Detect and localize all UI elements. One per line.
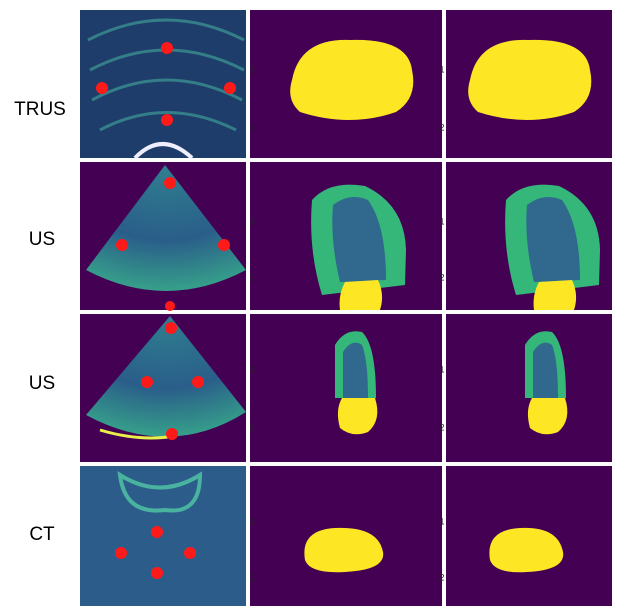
tick-label: 2 xyxy=(249,272,254,282)
row-trus xyxy=(80,10,612,158)
tick-label: 1 xyxy=(439,364,444,374)
row-label: US xyxy=(29,229,55,250)
tick-label: 1 xyxy=(249,64,254,74)
tick-label: 1 xyxy=(439,216,444,226)
row-us-2 xyxy=(80,314,612,462)
tick-label: 2 xyxy=(439,572,444,582)
tick-label: 2 xyxy=(249,122,254,132)
row-label: TRUS xyxy=(14,99,66,120)
tick-label: 1 xyxy=(249,364,254,374)
tick-label: 1 xyxy=(439,516,444,526)
mask xyxy=(290,40,413,120)
figure: TRUS US US CT 1 1 2 2 1 1 2 2 1 1 2 2 1 1 2 2 xyxy=(0,0,620,606)
tick-label: 1 xyxy=(249,216,254,226)
tick-label: 2 xyxy=(249,422,254,432)
mask xyxy=(340,280,383,310)
mask xyxy=(468,40,591,120)
row-us-1 xyxy=(80,162,612,311)
mask xyxy=(534,280,577,310)
tick-label: 2 xyxy=(439,122,444,132)
mask xyxy=(489,528,563,572)
row-label: US xyxy=(29,373,55,394)
tick-label: 1 xyxy=(439,64,444,74)
tick-label: 2 xyxy=(249,572,254,582)
tick-label: 1 xyxy=(249,516,254,526)
row-ct xyxy=(80,466,612,606)
tick-label: 2 xyxy=(439,272,444,282)
row-label: CT xyxy=(29,524,55,545)
tick-label: 2 xyxy=(439,422,444,432)
